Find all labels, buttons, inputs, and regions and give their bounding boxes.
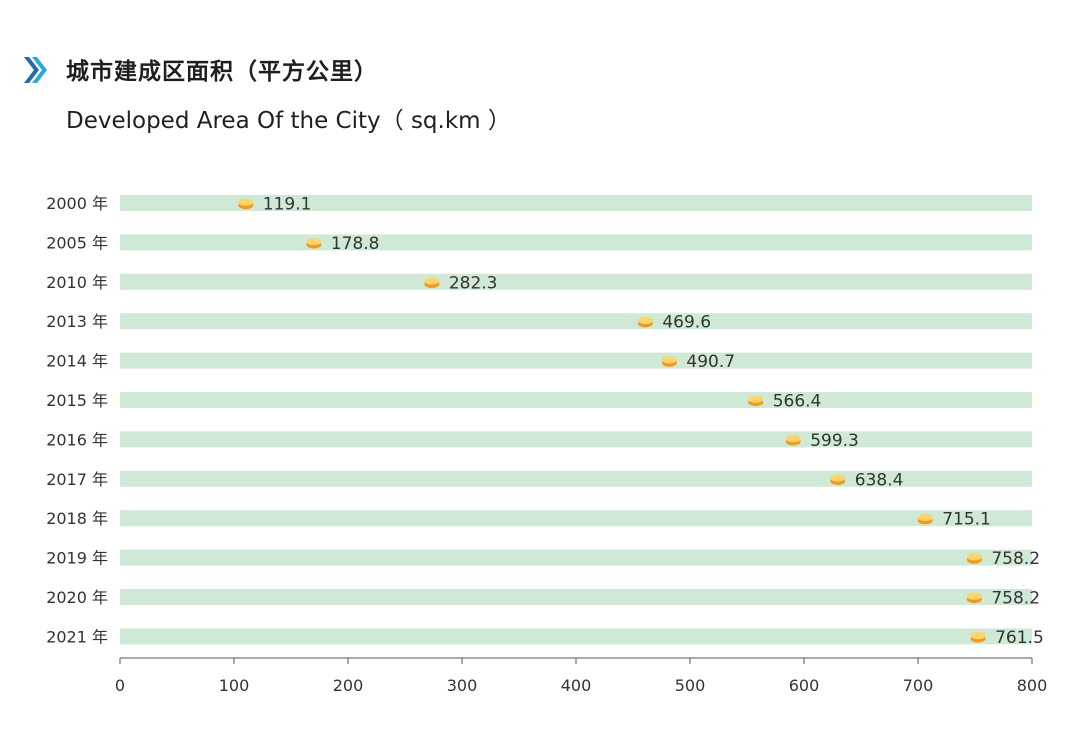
value-marker [238, 198, 254, 206]
bar-track [120, 234, 1032, 251]
bar-track [120, 470, 1032, 487]
x-tick-label: 700 [903, 676, 934, 695]
bar-track [120, 352, 1032, 369]
data-label: 469.6 [662, 313, 711, 333]
category-label: 2017 年 [46, 470, 108, 489]
value-marker [661, 356, 677, 364]
category-label: 2020 年 [46, 588, 108, 607]
category-label: 2015 年 [46, 391, 108, 410]
category-label: 2018 年 [46, 509, 108, 528]
data-label: 490.7 [686, 352, 735, 372]
value-marker [966, 592, 982, 600]
value-marker [970, 632, 986, 640]
category-label: 2014 年 [46, 352, 108, 371]
bar-track [120, 273, 1032, 290]
x-tick-label: 300 [447, 676, 478, 695]
data-label: 599.3 [810, 431, 859, 451]
data-label: 566.4 [773, 392, 822, 412]
category-label: 2016 年 [46, 430, 108, 449]
x-tick-label: 200 [333, 676, 364, 695]
data-label: 761.5 [995, 628, 1044, 648]
bar-track [120, 313, 1032, 330]
value-marker [637, 316, 653, 324]
value-marker [424, 277, 440, 285]
data-label: 758.2 [991, 589, 1040, 609]
data-label: 758.2 [991, 549, 1040, 569]
bar-track [120, 392, 1032, 408]
category-label: 2019 年 [46, 549, 108, 568]
category-label: 2013 年 [46, 312, 108, 331]
value-marker [785, 435, 801, 443]
x-tick-label: 400 [561, 676, 592, 695]
x-tick-label: 800 [1017, 676, 1048, 695]
chevron-double-icon [24, 57, 47, 83]
bar-track [120, 431, 1032, 448]
data-label: 282.3 [449, 273, 498, 293]
x-tick-label: 600 [789, 676, 820, 695]
x-tick-label: 500 [675, 676, 706, 695]
data-label: 178.8 [331, 234, 380, 254]
value-marker [748, 395, 764, 403]
value-marker [917, 513, 933, 522]
category-label: 2005 年 [46, 233, 108, 252]
data-label: 715.1 [942, 510, 991, 530]
category-label: 2021 年 [46, 627, 108, 646]
data-label: 638.4 [855, 470, 904, 490]
category-label: 2000 年 [46, 194, 108, 213]
bar-track [120, 549, 1032, 566]
value-marker [830, 474, 846, 482]
bar-track [120, 589, 1032, 605]
value-marker [306, 238, 322, 246]
chart-title: 城市建成区面积（平方公里） [66, 59, 378, 85]
bar-track [120, 510, 1032, 527]
value-marker [966, 553, 982, 561]
bar-track [120, 195, 1032, 211]
data-label: 119.1 [263, 195, 312, 215]
category-label: 2010 年 [46, 273, 108, 292]
x-tick-label: 100 [219, 676, 250, 695]
x-tick-label: 0 [115, 676, 125, 695]
chart-subtitle: Developed Area Of the City（ sq.km ） [66, 108, 511, 134]
bar-track [120, 628, 1032, 645]
